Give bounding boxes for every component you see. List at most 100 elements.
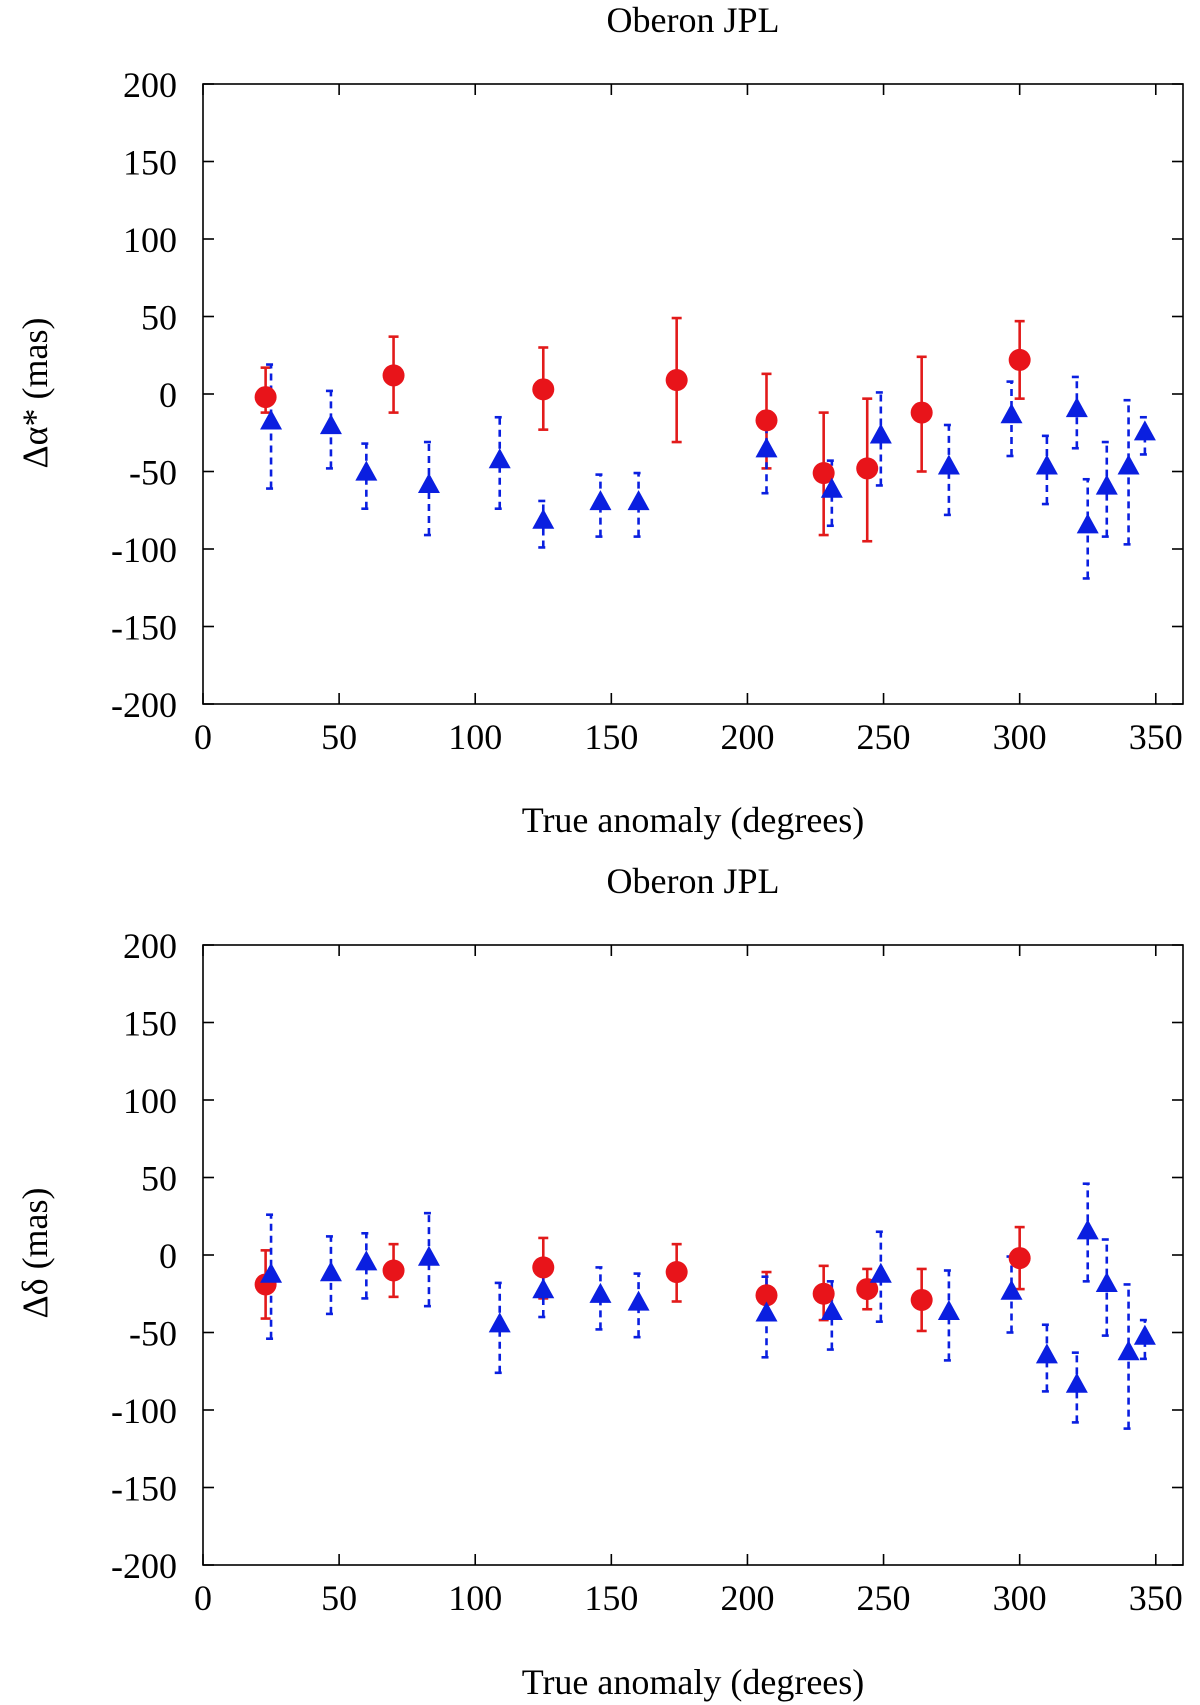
data-point-triangle — [755, 1301, 778, 1322]
y-tick-label: 200 — [123, 65, 177, 105]
data-point-circle — [812, 462, 835, 485]
panel-delta: Oberon JPL 0 50 100 150 200 250 300 350 -200 -150… — [15, 861, 1184, 1702]
data-point-triangle — [355, 1250, 378, 1271]
error-bar-blue — [633, 1272, 644, 1339]
y-axis-label: Δδ (mas) — [15, 1187, 55, 1318]
y-tick-label: -100 — [111, 530, 177, 570]
data-point-circle — [665, 369, 688, 392]
data-point-circle — [755, 409, 778, 432]
y-tick-label: 0 — [159, 375, 177, 415]
x-tick-label: 150 — [584, 717, 638, 757]
data-point-triangle — [1095, 1272, 1118, 1293]
data-point-triangle — [488, 448, 511, 469]
error-bar-blue — [1071, 375, 1082, 450]
x-tick-label: 300 — [993, 717, 1047, 757]
data-point-triangle — [1133, 1324, 1156, 1345]
error-bar-blue — [875, 1230, 886, 1323]
data-point-triangle — [1000, 403, 1023, 424]
data-point-triangle — [417, 1245, 440, 1266]
data-point-triangle — [260, 1262, 283, 1283]
panel-alpha: Oberon JPL 0 50 100 150 200 250 300 350 -200 -150… — [15, 0, 1184, 840]
data-point-triangle — [319, 414, 342, 435]
x-axis-label: True anomaly (degrees) — [522, 1662, 865, 1702]
data-point-circle — [910, 401, 933, 424]
data-point-triangle — [937, 1299, 960, 1320]
data-point-triangle — [869, 423, 892, 444]
error-bar-blue — [1071, 1351, 1082, 1424]
error-bar-blue — [423, 440, 434, 537]
x-tick-label: 250 — [857, 1578, 911, 1618]
data-point-circle — [532, 1256, 555, 1279]
error-bar-blue — [633, 471, 644, 538]
data-point-triangle — [589, 1282, 612, 1303]
error-bar-blue — [361, 1232, 372, 1300]
data-point-triangle — [820, 477, 843, 498]
y-tick-label: 200 — [123, 926, 177, 966]
y-tick-label: 100 — [123, 220, 177, 260]
x-tick-label: 350 — [1129, 717, 1183, 757]
error-bar-blue — [494, 1281, 505, 1375]
data-point-triangle — [820, 1299, 843, 1320]
plot-frame — [202, 83, 1184, 705]
y-tick-label: 50 — [141, 1159, 177, 1199]
y-tick-label: -200 — [111, 1546, 177, 1586]
error-bar-blue — [943, 1269, 954, 1362]
data-point-circle — [254, 386, 277, 409]
data-point-triangle — [869, 1262, 892, 1283]
data-point-triangle — [1076, 1219, 1099, 1240]
y-tick-label: -200 — [111, 685, 177, 725]
error-bar-blue — [1041, 434, 1052, 506]
error-bar-blue — [1101, 440, 1112, 538]
data-point-circle — [812, 1282, 835, 1305]
y-tick-label: 100 — [123, 1081, 177, 1121]
y-tick-label: -50 — [129, 453, 177, 493]
error-bar-blue — [423, 1211, 434, 1308]
y-tick-label: 150 — [123, 143, 177, 183]
data-point-triangle — [627, 490, 650, 511]
chart-title: Oberon JPL — [607, 0, 780, 40]
data-point-triangle — [1117, 1340, 1140, 1361]
data-point-triangle — [319, 1261, 342, 1282]
data-point-triangle — [260, 409, 283, 430]
y-tick-label: -100 — [111, 1391, 177, 1431]
data-point-triangle — [755, 437, 778, 458]
y-tick-label: 0 — [159, 1236, 177, 1276]
x-tick-label: 100 — [448, 717, 502, 757]
x-axis-label: True anomaly (degrees) — [522, 800, 865, 840]
plot-frame — [202, 944, 1184, 1566]
data-point-triangle — [488, 1312, 511, 1333]
chart-title: Oberon JPL — [607, 861, 780, 901]
data-point-triangle — [627, 1290, 650, 1311]
data-point-circle — [910, 1288, 933, 1311]
y-tick-label: -150 — [111, 608, 177, 648]
x-tick-label: 0 — [194, 717, 212, 757]
y-axis-label: Δα* (mas) — [15, 318, 55, 469]
y-tick-label: 150 — [123, 1004, 177, 1044]
error-bar-blue — [1041, 1323, 1052, 1393]
data-point-triangle — [1095, 474, 1118, 495]
data-point-circle — [1008, 348, 1031, 371]
data-point-triangle — [532, 1278, 555, 1299]
error-bar-blue — [875, 391, 886, 487]
x-tick-label: 200 — [720, 1578, 774, 1618]
data-point-triangle — [355, 460, 378, 481]
data-point-triangle — [1035, 454, 1058, 475]
data-point-circle — [856, 1278, 879, 1301]
data-point-triangle — [589, 490, 612, 511]
data-point-circle — [1008, 1247, 1031, 1270]
data-point-triangle — [1133, 420, 1156, 441]
x-tick-label: 250 — [857, 717, 911, 757]
x-tick-label: 50 — [321, 1578, 357, 1618]
x-tick-label: 50 — [321, 717, 357, 757]
x-tick-label: 300 — [993, 1578, 1047, 1618]
error-bar-blue — [1139, 1318, 1150, 1361]
x-tick-label: 200 — [720, 717, 774, 757]
data-point-triangle — [1117, 454, 1140, 475]
data-point-circle — [382, 1259, 405, 1282]
data-point-triangle — [937, 454, 960, 475]
data-point-circle — [382, 364, 405, 387]
error-bar-blue — [361, 442, 372, 511]
y-tick-label: -50 — [129, 1314, 177, 1354]
data-point-triangle — [532, 508, 555, 529]
